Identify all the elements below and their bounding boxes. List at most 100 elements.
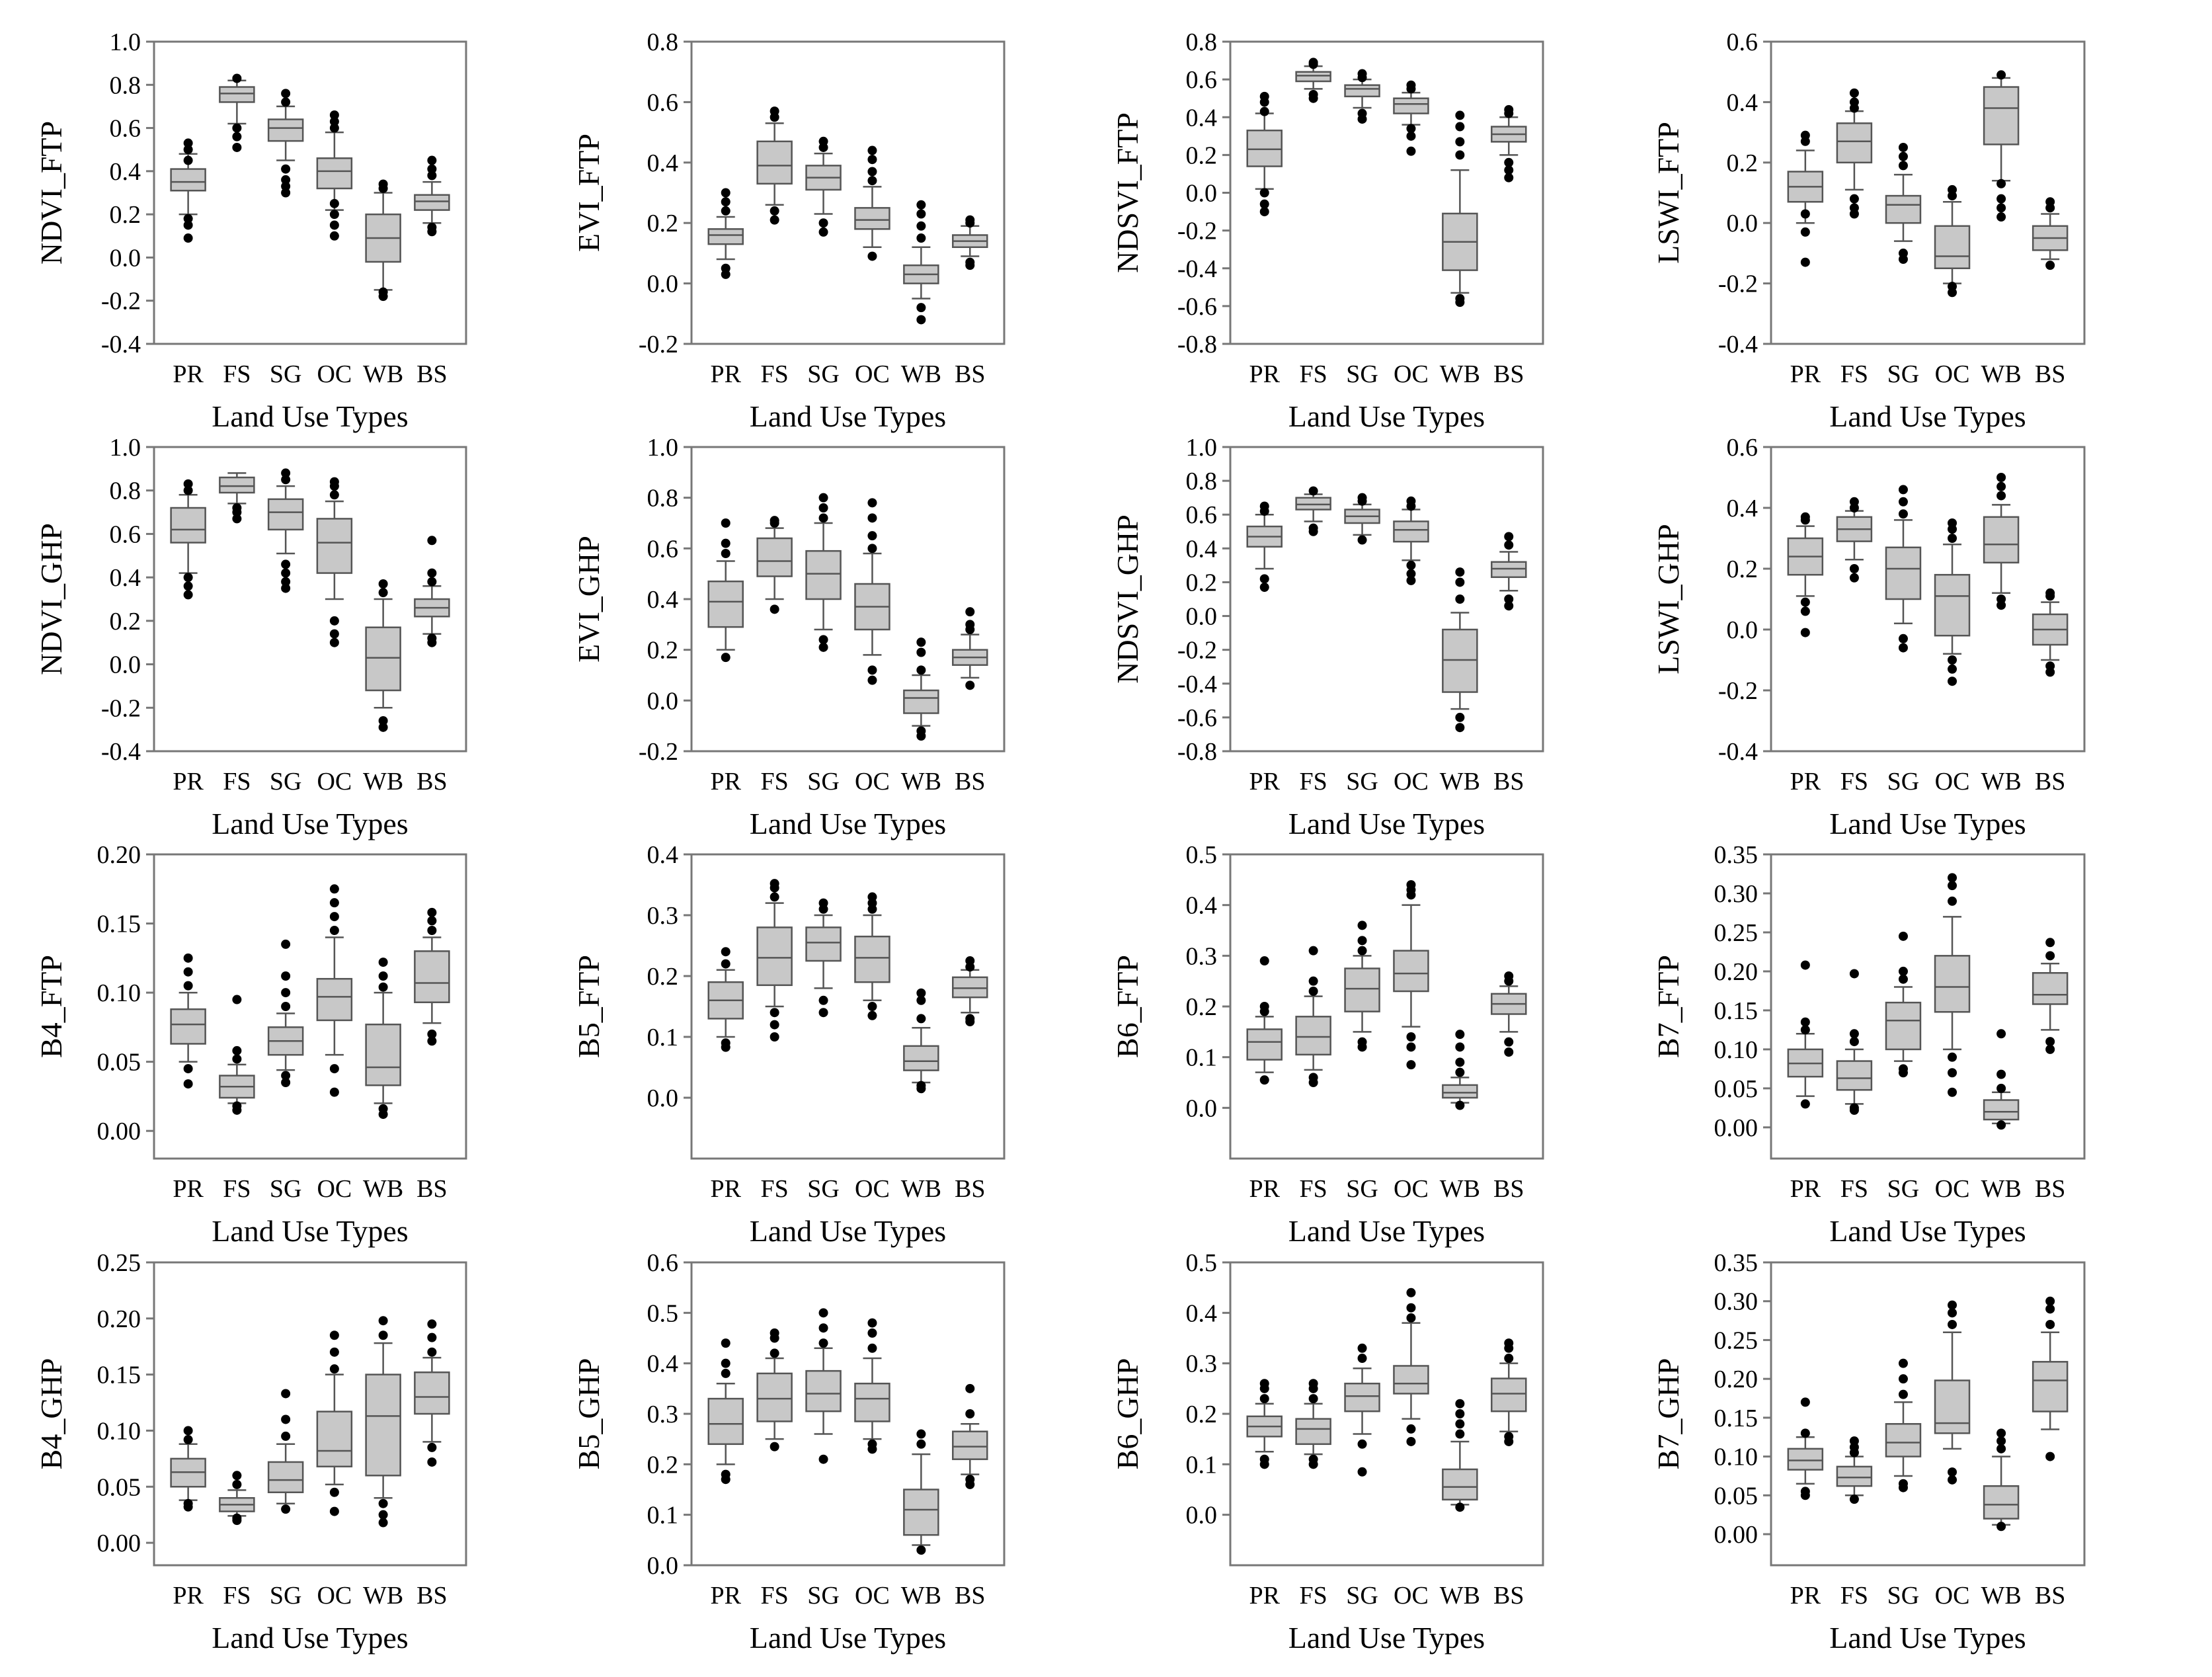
iqr-box <box>1983 1099 2020 1121</box>
y-tick-label: 0.4 <box>1727 495 1758 522</box>
x-tick-label: PR <box>1249 768 1280 796</box>
outlier-point <box>183 573 193 583</box>
outlier-point <box>1849 1494 1859 1504</box>
outlier-point <box>232 1045 242 1055</box>
outlier-point <box>818 898 828 908</box>
box-sg <box>805 898 842 1018</box>
iqr-box <box>170 168 206 192</box>
box-pr <box>1246 91 1283 217</box>
box-sg <box>805 136 842 237</box>
x-tick-label: SG <box>807 1175 840 1203</box>
y-axis-title: NDSVI_FTP <box>1111 112 1144 273</box>
iqr-box <box>756 926 793 987</box>
y-tick-label: 0.3 <box>1186 942 1218 970</box>
y-tick-label: 0.10 <box>97 979 141 1007</box>
outlier-point <box>1898 248 1908 258</box>
y-tick-label: 0.0 <box>647 1552 679 1580</box>
x-tick-label: BS <box>416 1175 447 1203</box>
outlier-point <box>1898 1479 1908 1489</box>
y-axis: -0.4 -0.2 0.0 0.2 0.4 0.6 <box>1718 28 1771 358</box>
outlier-point <box>916 995 926 1005</box>
outlier-point <box>867 544 877 553</box>
outlier-point <box>183 953 193 963</box>
outlier-point <box>818 1323 828 1333</box>
outlier-point <box>721 653 731 663</box>
outlier-point <box>770 206 779 216</box>
outlier-point <box>1406 1313 1416 1323</box>
box-sg <box>805 493 842 652</box>
outlier-point <box>232 73 242 83</box>
outlier-point <box>329 926 339 935</box>
outlier-point <box>329 210 339 220</box>
outlier-point <box>916 726 926 736</box>
x-tick-label: FS <box>761 360 789 388</box>
iqr-box <box>707 580 744 628</box>
y-tick-label: 0.8 <box>647 485 679 512</box>
outlier-point <box>1406 1032 1416 1042</box>
iqr-box <box>365 1373 401 1477</box>
y-tick-label: 0.8 <box>1186 468 1218 495</box>
x-tick-label: FS <box>1300 768 1327 796</box>
outlier-point <box>281 175 291 184</box>
x-tick-label: BS <box>955 768 985 796</box>
x-tick-label: OC <box>1394 1175 1429 1203</box>
outlier-point <box>329 231 339 241</box>
x-tick-label: WB <box>1440 1175 1480 1203</box>
box-sg <box>1344 920 1380 1052</box>
outlier-point <box>183 581 193 591</box>
outlier-point <box>1504 165 1514 175</box>
outlier-point <box>1948 534 1957 543</box>
x-tick-label: SG <box>1887 1582 1920 1610</box>
x-tick-label: SG <box>1346 1175 1378 1203</box>
y-tick-label: 0.15 <box>1714 1405 1758 1432</box>
outlier-point <box>721 518 731 528</box>
outlier-point <box>281 1431 291 1441</box>
outlier-point <box>1948 1052 1957 1062</box>
x-axis: PR FS SG OC WB BS <box>173 360 447 388</box>
outlier-point <box>818 227 828 237</box>
outlier-point <box>232 1101 242 1111</box>
outlier-point <box>329 637 339 647</box>
x-tick-label: BS <box>416 768 447 796</box>
x-axis-title: Land Use Types <box>212 807 408 840</box>
outlier-point <box>867 892 877 902</box>
outlier-point <box>1259 207 1269 217</box>
box-fs <box>756 106 793 225</box>
outlier-point <box>818 136 828 146</box>
outlier-point <box>1996 1029 2006 1039</box>
x-tick-label: WB <box>1981 1582 2021 1610</box>
y-tick-label: 0.1 <box>647 1502 679 1530</box>
outlier-point <box>183 590 193 600</box>
outlier-point <box>183 214 193 224</box>
outlier-point <box>818 493 828 503</box>
outlier-point <box>1948 1308 1957 1318</box>
outlier-point <box>1406 496 1416 506</box>
y-tick-label: 0.00 <box>1714 1114 1758 1142</box>
iqr-box <box>1393 1365 1429 1395</box>
x-axis: PR FS SG OC WB BS <box>1790 360 2066 388</box>
outlier-point <box>1259 1454 1269 1464</box>
x-tick-label: PR <box>1790 768 1821 796</box>
outlier-point <box>1849 564 1859 573</box>
y-tick-label: 0.8 <box>647 28 679 56</box>
iqr-box <box>707 1397 744 1446</box>
outlier-point <box>427 926 437 935</box>
x-axis: PR FS SG OC WB BS <box>710 768 985 796</box>
outlier-point <box>329 629 339 639</box>
x-axis: PR FS SG OC WB BS <box>1249 1175 1524 1203</box>
outlier-point <box>1357 1467 1367 1477</box>
outlier-point <box>1406 1288 1416 1297</box>
x-tick-label: OC <box>317 1582 352 1610</box>
y-tick-label: 0.4 <box>110 158 141 186</box>
outlier-point <box>427 171 437 181</box>
outlier-point <box>721 959 731 969</box>
outlier-point <box>1308 486 1318 496</box>
outlier-point <box>818 635 828 645</box>
y-tick-label: 0.2 <box>1186 1401 1218 1428</box>
x-axis-title: Land Use Types <box>750 807 946 840</box>
y-tick-label: 0.20 <box>97 841 141 869</box>
x-tick-label: OC <box>855 768 890 796</box>
outlier-point <box>1898 1064 1908 1074</box>
x-tick-label: OC <box>1394 360 1429 388</box>
